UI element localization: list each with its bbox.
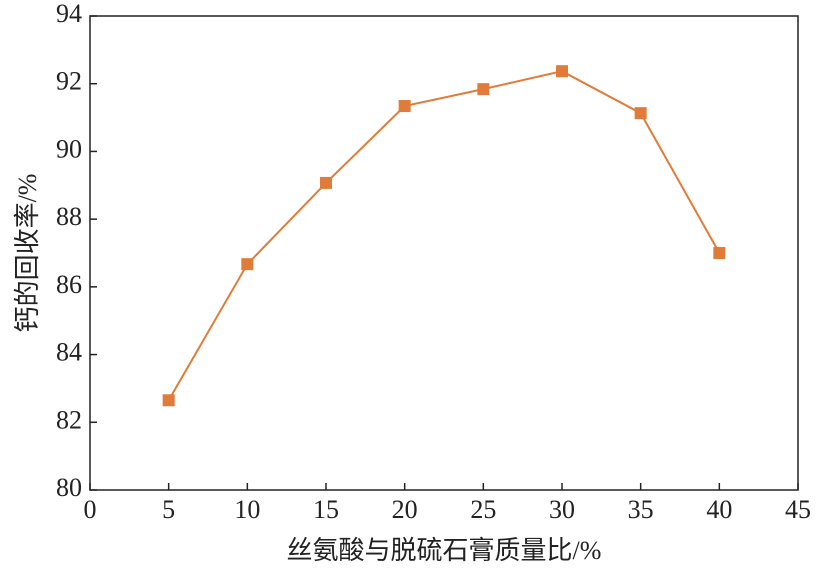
x-tick-label: 10 <box>234 495 260 524</box>
data-point <box>241 258 254 271</box>
x-tick-label: 40 <box>706 495 732 524</box>
y-tick-label: 82 <box>56 405 82 434</box>
data-point <box>556 65 568 78</box>
plot-frame <box>89 15 799 491</box>
data-point <box>162 394 175 407</box>
x-tick-label: 5 <box>162 495 175 524</box>
y-tick-label: 92 <box>56 67 82 96</box>
x-tick-label: 0 <box>84 495 97 524</box>
data-point <box>634 107 647 120</box>
data-point <box>320 176 332 189</box>
y-tick-label: 84 <box>56 338 82 367</box>
x-axis-label: 丝氨酸与脱硫石膏质量比/% <box>287 536 602 565</box>
x-tick-label: 35 <box>628 495 654 524</box>
y-axis-label: 钙的回收率/% <box>13 174 42 333</box>
x-tick-label: 20 <box>392 495 418 524</box>
y-tick-label: 90 <box>56 134 82 163</box>
data-point <box>713 247 726 259</box>
y-tick-label: 80 <box>56 473 82 502</box>
x-tick-label: 45 <box>785 495 811 524</box>
data-point <box>398 100 411 113</box>
data-line <box>167 70 721 401</box>
x-tick-label: 15 <box>313 495 339 524</box>
y-tick-label: 94 <box>56 0 82 28</box>
y-tick-label: 88 <box>56 202 82 231</box>
data-point <box>477 83 490 96</box>
y-tick-label: 86 <box>56 270 82 299</box>
x-tick-label: 25 <box>470 495 496 524</box>
x-tick-label: 30 <box>549 495 575 524</box>
